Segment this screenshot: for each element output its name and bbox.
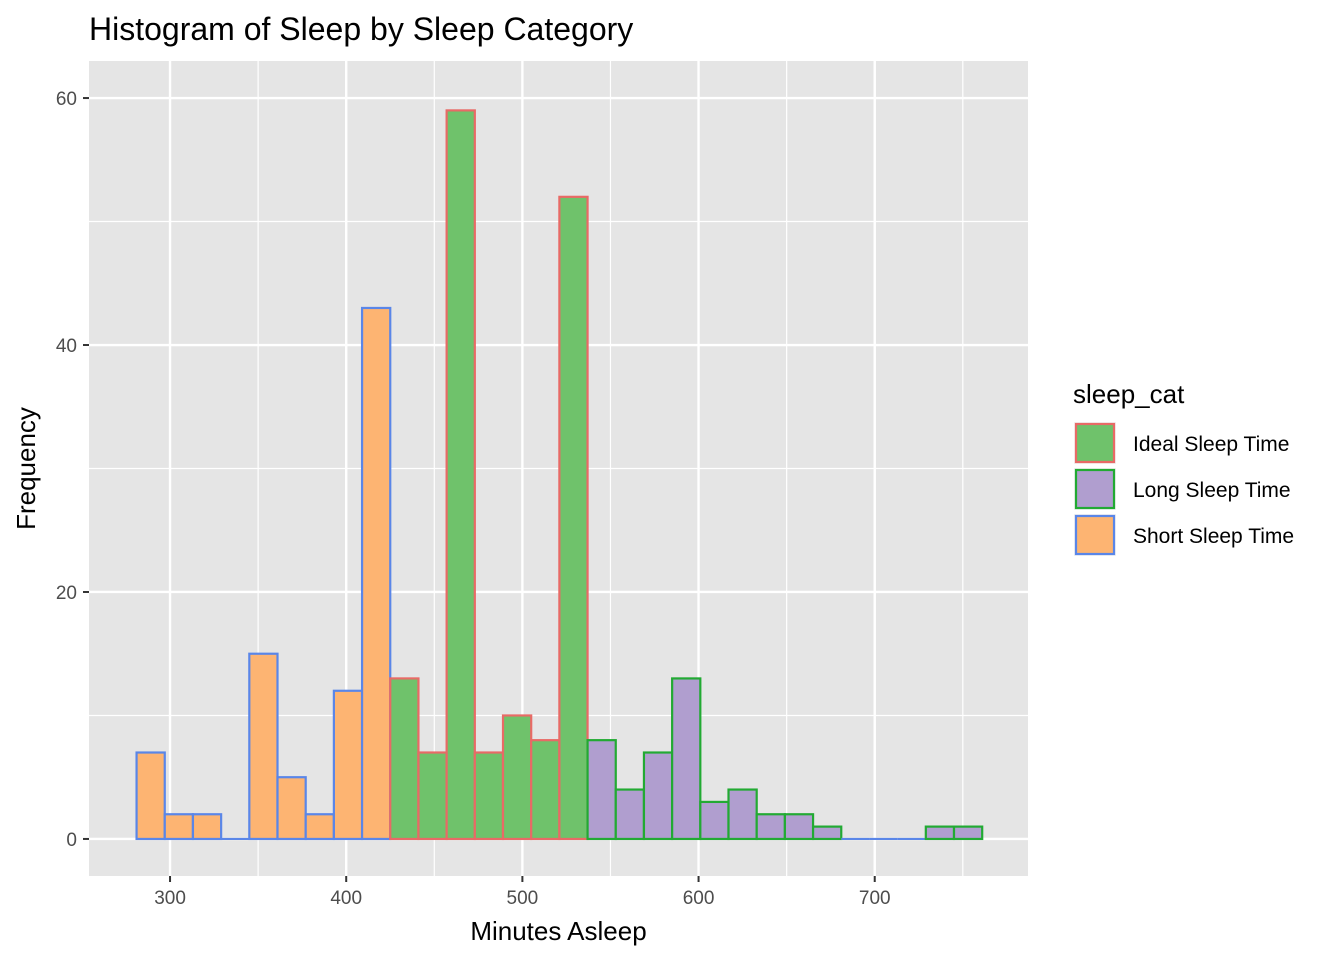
histogram-bar [642, 751, 674, 841]
y-axis-ticks: 0 20 40 60 [56, 89, 89, 851]
histogram-bar [473, 751, 505, 841]
histogram-bar [727, 788, 758, 841]
x-tick-label: 400 [330, 888, 362, 909]
histogram-bar [530, 739, 561, 841]
legend-swatch [1074, 514, 1116, 556]
histogram-bar [248, 652, 279, 841]
histogram-bars [135, 109, 984, 841]
histogram-bar [811, 825, 843, 841]
x-tick-label: 700 [859, 888, 891, 909]
legend-title: sleep_cat [1073, 379, 1185, 409]
legend-swatch [1074, 422, 1116, 464]
histogram-bar [501, 714, 533, 841]
x-axis-ticks: 300 400 500 600 700 [154, 876, 891, 909]
x-tick-label: 600 [683, 888, 715, 909]
histogram-bar [783, 813, 815, 841]
histogram-bar [360, 306, 392, 841]
legend-swatch [1074, 468, 1116, 510]
histogram-bar [924, 825, 956, 841]
x-tick-label: 300 [154, 888, 186, 909]
y-tick-label: 0 [66, 830, 77, 851]
histogram-bar [417, 751, 448, 841]
legend: sleep_cat Ideal Sleep Time Long Sleep Tim… [1073, 379, 1294, 556]
chart-title: Histogram of Sleep by Sleep Category [89, 11, 633, 47]
histogram-bar [445, 109, 476, 841]
histogram-bar [755, 813, 786, 841]
legend-label: Short Sleep Time [1133, 525, 1294, 548]
y-tick-label: 40 [56, 336, 77, 357]
histogram-bar [614, 788, 646, 841]
histogram-bar [389, 677, 420, 841]
histogram-bar [332, 689, 364, 841]
histogram-bar [191, 813, 223, 841]
histogram-bar [699, 800, 730, 841]
x-tick-label: 500 [507, 888, 539, 909]
histogram-bar [586, 739, 617, 841]
histogram-bar [304, 813, 335, 841]
histogram-bar [671, 677, 702, 841]
histogram-bar [952, 825, 984, 841]
legend-label: Ideal Sleep Time [1133, 433, 1289, 456]
y-tick-label: 20 [56, 583, 77, 604]
histogram-bar [276, 776, 307, 841]
x-axis-title: Minutes Asleep [470, 916, 646, 946]
y-axis-title: Frequency [11, 407, 41, 530]
histogram-bar [135, 751, 166, 841]
histogram-bar [163, 813, 195, 841]
y-tick-label: 60 [56, 89, 77, 110]
legend-label: Long Sleep Time [1133, 479, 1291, 502]
histogram-bar [558, 195, 589, 841]
